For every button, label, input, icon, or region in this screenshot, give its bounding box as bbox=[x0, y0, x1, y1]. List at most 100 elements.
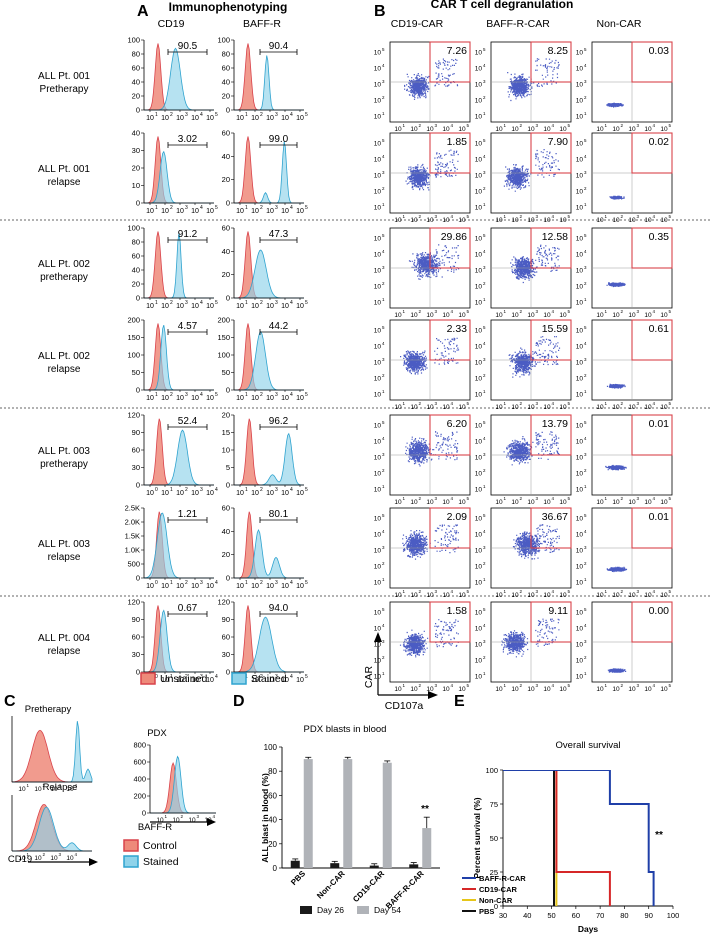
x-tick-exponent: 2 bbox=[419, 589, 422, 594]
y-tick-label: 100 bbox=[217, 351, 230, 360]
x-tick-label: 10 bbox=[161, 583, 169, 590]
y-tick-exponent: 1 bbox=[382, 484, 385, 489]
x-tick-exponent: 2 bbox=[185, 580, 188, 586]
x-tick-exponent: 2 bbox=[419, 123, 422, 128]
gate-value: 0.00 bbox=[649, 605, 670, 617]
y-tick-exponent: 4 bbox=[584, 529, 587, 534]
y-tick-label: 10 bbox=[475, 471, 483, 478]
y-tick-label: 10 bbox=[475, 516, 483, 523]
x-tick-label: 10 bbox=[18, 855, 26, 862]
bar-day26-baff-r-car bbox=[409, 864, 419, 868]
x-tick-label: 10 bbox=[612, 217, 620, 224]
x-tick-exponent: 5 bbox=[305, 580, 308, 586]
y-tick-label: 2.5K bbox=[125, 504, 140, 513]
y-tick-exponent: 5 bbox=[483, 420, 486, 425]
x-tick-label: 10 bbox=[410, 312, 418, 319]
y-tick-label: 10 bbox=[475, 532, 483, 539]
x-tick-label: 10 bbox=[511, 592, 519, 599]
y-tick-label: 40 bbox=[132, 78, 140, 87]
x-tick-exponent: 5 bbox=[215, 112, 218, 118]
x-tick-exponent: 2 bbox=[520, 401, 523, 406]
x-tick-exponent: 4 bbox=[200, 300, 203, 306]
gate-value: 8.25 bbox=[548, 45, 569, 57]
x-tick-label: 10 bbox=[458, 686, 466, 693]
row-label-patient: ALL Pt. 002 bbox=[38, 259, 90, 270]
x-tick-exponent: 2 bbox=[621, 214, 624, 219]
legend-swatch-stained bbox=[231, 672, 247, 685]
x-tick-exponent: 4 bbox=[451, 401, 454, 406]
y-tick-label: 10 bbox=[576, 50, 584, 57]
x-tick-exponent: 4 bbox=[451, 683, 454, 688]
y-tick-label: 20 bbox=[132, 280, 140, 289]
dot-cloud bbox=[399, 619, 459, 658]
y-tick-label: 10 bbox=[475, 157, 483, 164]
bar-day26-non-car bbox=[330, 863, 340, 868]
y-tick-exponent: 2 bbox=[483, 655, 486, 660]
gate-value: 7.90 bbox=[548, 136, 569, 148]
gate-percent-baffr: 94.0 bbox=[269, 603, 289, 614]
x-tick-exponent: 3 bbox=[637, 496, 640, 501]
y-tick-label: 10 bbox=[374, 471, 382, 478]
y-tick-label: 60 bbox=[132, 446, 140, 455]
x-tick-label: 10 bbox=[644, 686, 652, 693]
x-tick-exponent: 2 bbox=[621, 309, 624, 314]
legend-label-pbs: PBS bbox=[479, 907, 494, 916]
x-tick-label: 10 bbox=[426, 312, 434, 319]
x-tick-exponent: 1 bbox=[504, 401, 507, 406]
dot-cloud bbox=[609, 195, 625, 200]
x-tick-exponent: 4 bbox=[552, 683, 555, 688]
gate-box bbox=[631, 601, 673, 643]
row-label-stage: relapse bbox=[48, 552, 81, 563]
y-tick-label: 10 bbox=[475, 610, 483, 617]
label-relapse: Relapse bbox=[43, 782, 78, 793]
y-tick-label: 10 bbox=[475, 626, 483, 633]
gate-percent-cd19: 90.5 bbox=[178, 41, 198, 52]
x-tick-exponent: 2 bbox=[520, 123, 523, 128]
x-tick-label: 10 bbox=[296, 490, 304, 497]
x-tick-exponent: 1 bbox=[245, 205, 248, 211]
y-tick-exponent: 2 bbox=[483, 468, 486, 473]
y-tick-label: 20 bbox=[222, 411, 230, 420]
x-tick-label: 10 bbox=[176, 115, 184, 122]
y-tick-exponent: 3 bbox=[483, 545, 486, 550]
gate-box bbox=[530, 319, 572, 361]
x-tick-label: 10 bbox=[410, 126, 418, 133]
y-tick-label: 10 bbox=[374, 205, 382, 212]
y-tick-label: 90 bbox=[132, 615, 140, 624]
panel-letter-c: C bbox=[4, 693, 16, 710]
x-tick-label: 10 bbox=[596, 217, 604, 224]
x-tick-exponent: 3 bbox=[637, 309, 640, 314]
y-tick-label: 0 bbox=[136, 294, 140, 303]
y-tick-label: 10 bbox=[374, 98, 382, 105]
x-tick-exponent: 3 bbox=[275, 487, 278, 493]
x-tick-label: 10 bbox=[660, 312, 668, 319]
y-tick-exponent: 1 bbox=[483, 202, 486, 207]
y-tick-label: 10 bbox=[475, 674, 483, 681]
x-tick-label: 10 bbox=[527, 592, 535, 599]
y-tick-exponent: 3 bbox=[584, 265, 587, 270]
x-tick-label: 10 bbox=[543, 312, 551, 319]
y-tick-exponent: 4 bbox=[584, 154, 587, 159]
x-tick-exponent: 3 bbox=[435, 401, 438, 406]
y-tick-label: 10 bbox=[475, 141, 483, 148]
gate-box bbox=[530, 132, 572, 174]
gate-value: 12.58 bbox=[542, 231, 568, 243]
y-tick-exponent: 1 bbox=[483, 671, 486, 676]
x-tick-exponent: 1 bbox=[605, 214, 608, 219]
x-tick-label: 10 bbox=[251, 490, 259, 497]
y-tick-label: 40 bbox=[222, 78, 230, 87]
y-tick-label: 10 bbox=[475, 642, 483, 649]
x-tick-exponent: 4 bbox=[552, 309, 555, 314]
x-tick-label: 10 bbox=[161, 115, 169, 122]
y-tick-label: 100 bbox=[127, 224, 140, 233]
x-tick-label: 10 bbox=[206, 490, 214, 497]
y-tick-label: 10 bbox=[374, 423, 382, 430]
x-tick-label: 10 bbox=[251, 303, 259, 310]
x-tick-label: 10 bbox=[511, 217, 519, 224]
col-head-baffrcar: BAFF-R-CAR bbox=[486, 18, 550, 30]
x-tick-label: 10 bbox=[543, 404, 551, 411]
panel-c: Pretherapy Relapse CD19 PDX BAFF-R Contr… bbox=[8, 704, 216, 868]
